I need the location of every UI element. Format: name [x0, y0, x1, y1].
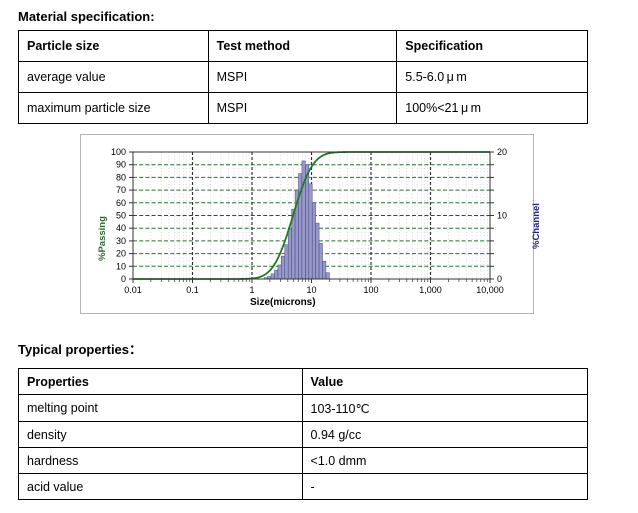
svg-text:100: 100: [111, 147, 126, 157]
svg-text:0: 0: [121, 274, 126, 284]
svg-text:10,000: 10,000: [476, 285, 504, 295]
svg-text:10: 10: [306, 285, 316, 295]
svg-text:0: 0: [497, 274, 502, 284]
svg-text:30: 30: [116, 236, 126, 246]
svg-text:1,000: 1,000: [419, 285, 442, 295]
svg-text:80: 80: [116, 172, 126, 182]
svg-text:70: 70: [116, 185, 126, 195]
svg-text:90: 90: [116, 160, 126, 170]
svg-text:60: 60: [116, 198, 126, 208]
svg-text:0.1: 0.1: [186, 285, 199, 295]
svg-text:50: 50: [116, 211, 126, 221]
svg-text:20: 20: [116, 249, 126, 259]
svg-text:1: 1: [249, 285, 254, 295]
svg-text:10: 10: [497, 211, 507, 221]
svg-text:10: 10: [116, 261, 126, 271]
svg-text:0.01: 0.01: [124, 285, 142, 295]
svg-text:40: 40: [116, 223, 126, 233]
svg-text:100: 100: [363, 285, 378, 295]
svg-text:20: 20: [497, 147, 507, 157]
